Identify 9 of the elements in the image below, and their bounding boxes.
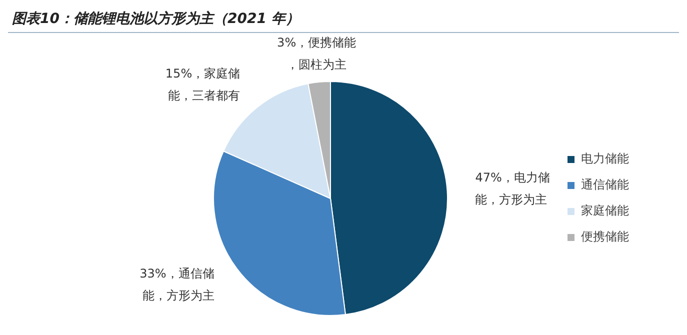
legend-label: 便携储能 <box>581 230 629 244</box>
chart-title: 图表10：储能锂电池以方形为主（2021 年） <box>8 8 679 33</box>
data-label: 15%，家庭储能，三者都有 <box>165 66 240 102</box>
data-label: 3%，便携储能，圆柱为主 <box>277 35 356 72</box>
legend-label: 通信储能 <box>581 178 629 192</box>
data-label: 47%，电力储能，方形为主 <box>475 170 550 206</box>
legend-label: 家庭储能 <box>581 204 629 218</box>
data-label: 33%，通信储能，方形为主 <box>140 266 214 302</box>
legend-label: 电力储能 <box>581 152 629 166</box>
